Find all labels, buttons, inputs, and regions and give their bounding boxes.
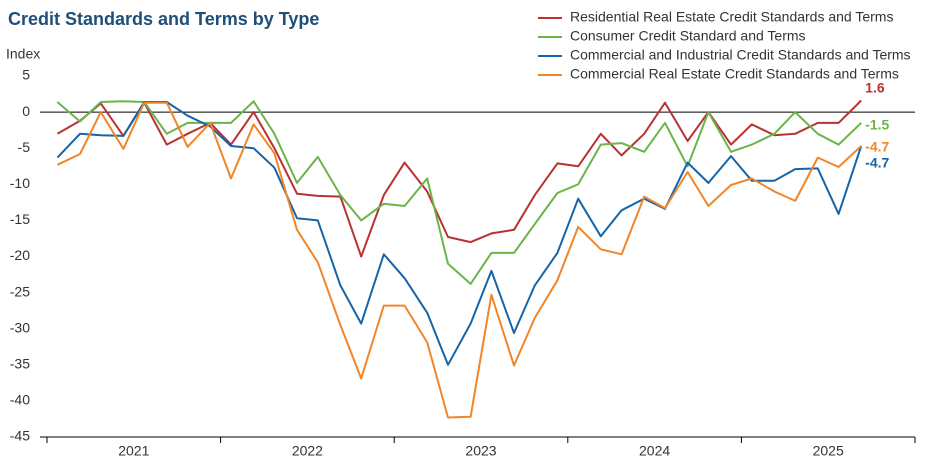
- chart-title: Credit Standards and Terms by Type: [8, 9, 319, 29]
- series-line: [56, 100, 862, 285]
- y-tick-label: -25: [10, 283, 30, 299]
- y-tick-label: -35: [10, 356, 30, 372]
- end-label: -4.7: [865, 155, 889, 171]
- x-tick-label: 2025: [813, 443, 844, 459]
- y-tick-label: -40: [10, 392, 30, 408]
- y-tick-label: 0: [22, 103, 30, 119]
- legend-label: Consumer Credit Standard and Terms: [570, 28, 806, 44]
- x-tick-label: 2022: [292, 443, 323, 459]
- y-tick-label: -30: [10, 319, 30, 335]
- x-tick-label: 2021: [118, 443, 149, 459]
- y-tick-label: 5: [22, 67, 30, 83]
- series-line: [56, 101, 863, 366]
- y-axis-label: Index: [6, 46, 40, 62]
- end-label: 1.6: [865, 79, 885, 95]
- end-label: -1.5: [865, 117, 889, 133]
- y-tick-label: -20: [10, 247, 30, 263]
- end-label: -4.7: [865, 139, 889, 155]
- legend-label: Commercial Real Estate Credit Standards …: [570, 66, 899, 82]
- y-tick-label: -15: [10, 211, 30, 227]
- x-tick-label: 2024: [639, 443, 670, 459]
- series-line: [56, 101, 862, 419]
- series-line: [56, 99, 862, 258]
- y-tick-label: -45: [10, 428, 30, 444]
- legend-label: Residential Real Estate Credit Standards…: [570, 9, 893, 25]
- x-tick-label: 2023: [465, 443, 496, 459]
- legend-label: Commercial and Industrial Credit Standar…: [570, 47, 911, 63]
- y-tick-label: -5: [18, 139, 31, 155]
- y-tick-label: -10: [10, 175, 30, 191]
